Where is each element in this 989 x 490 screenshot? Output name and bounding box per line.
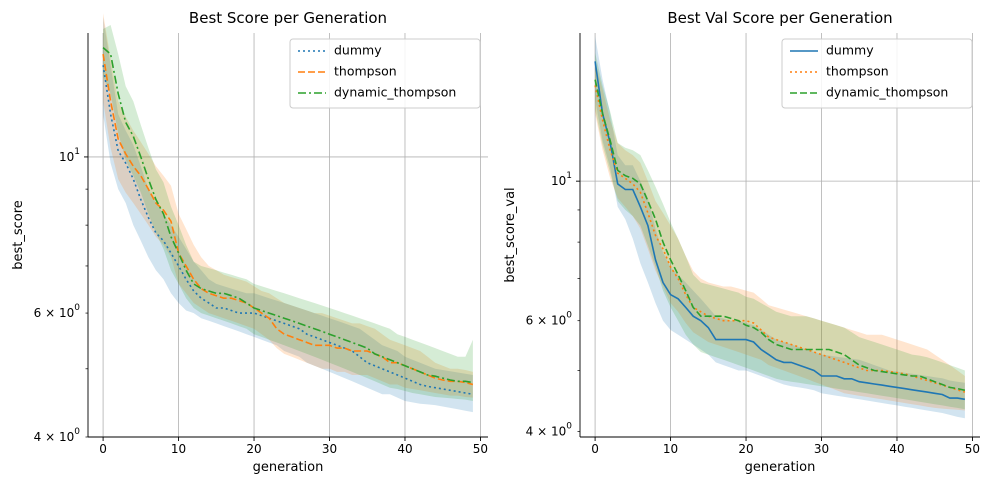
chart-panel-2: 0 10 20 30 40 50 101 4 × 100 6 × 100 Best Val Sco… bbox=[503, 9, 980, 475]
legend: dummy thompson dynamic_thompson bbox=[289, 38, 481, 109]
legend-box bbox=[289, 38, 481, 109]
chart-title: Best Val Score per Generation bbox=[667, 9, 892, 27]
legend-label-dummy: dummy bbox=[826, 43, 874, 58]
y-tick-label: 6 × 100 bbox=[526, 310, 573, 327]
x-axis-label: generation bbox=[745, 460, 816, 475]
x-tick-label: 40 bbox=[397, 442, 412, 456]
x-axis-label: generation bbox=[253, 460, 324, 475]
chart-title: Best Score per Generation bbox=[189, 9, 387, 27]
x-tick-label: 50 bbox=[473, 442, 488, 456]
confidence-band-dummy bbox=[595, 36, 965, 419]
confidence-band-thompson bbox=[595, 61, 965, 411]
x-tick-label: 0 bbox=[99, 442, 107, 456]
legend-label-thompson: thompson bbox=[826, 64, 889, 79]
legend-label-dummy: dummy bbox=[334, 43, 382, 58]
legend-box bbox=[781, 38, 973, 109]
x-tick-label: 40 bbox=[889, 442, 904, 456]
y-tick-label: 101 bbox=[551, 171, 572, 188]
y-axis-label: best_score bbox=[11, 200, 26, 270]
legend-label-dynamic_thompson: dynamic_thompson bbox=[826, 85, 948, 100]
series-line-thompson bbox=[102, 53, 474, 386]
confidence-band-thompson bbox=[103, 13, 473, 398]
legend-label-dynamic_thompson: dynamic_thompson bbox=[334, 85, 456, 100]
x-tick-label: 30 bbox=[814, 442, 829, 456]
x-tick-label: 20 bbox=[738, 442, 753, 456]
y-tick-label: 101 bbox=[59, 146, 80, 163]
x-tick-label: 10 bbox=[663, 442, 678, 456]
series-line-dummy bbox=[102, 65, 474, 396]
confidence-band-dynamic_thompson bbox=[595, 52, 965, 410]
x-tick-label: 20 bbox=[246, 442, 261, 456]
x-tick-label: 30 bbox=[322, 442, 337, 456]
series-line-dynamic_thompson bbox=[594, 79, 966, 392]
x-tick-label: 0 bbox=[591, 442, 599, 456]
legend: dummy thompson dynamic_thompson bbox=[781, 38, 973, 109]
series-line-dummy bbox=[594, 61, 966, 401]
series-line-dynamic_thompson bbox=[102, 46, 474, 384]
chart-panel-1: 0 10 20 30 40 50 101 4 × 100 6 × 100 Best Score p… bbox=[11, 9, 488, 475]
confidence-band-dynamic_thompson bbox=[103, 25, 473, 401]
confidence-band-dummy bbox=[103, 17, 473, 413]
x-tick-label: 50 bbox=[965, 442, 980, 456]
x-tick-label: 10 bbox=[171, 442, 186, 456]
y-tick-label: 4 × 100 bbox=[34, 427, 81, 444]
legend-label-thompson: thompson bbox=[334, 64, 397, 79]
y-tick-label: 4 × 100 bbox=[526, 421, 573, 438]
y-axis-label: best_score_val bbox=[503, 187, 518, 282]
y-tick-label: 6 × 100 bbox=[34, 303, 81, 320]
